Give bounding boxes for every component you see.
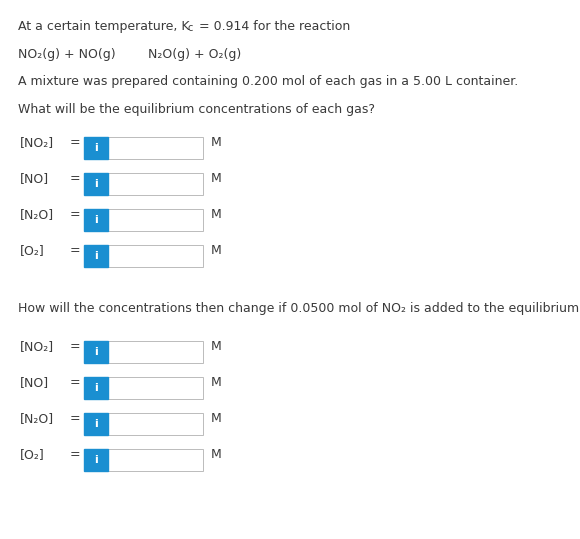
Text: [NO₂]: [NO₂] bbox=[20, 136, 54, 149]
Text: =: = bbox=[70, 244, 81, 257]
Text: =: = bbox=[70, 412, 81, 425]
Text: i: i bbox=[94, 179, 98, 189]
Text: M: M bbox=[211, 136, 222, 149]
Text: M: M bbox=[211, 208, 222, 221]
Text: M: M bbox=[211, 340, 222, 353]
Text: i: i bbox=[94, 215, 98, 225]
Text: [NO₂]: [NO₂] bbox=[20, 340, 54, 353]
FancyBboxPatch shape bbox=[84, 245, 108, 267]
Text: i: i bbox=[94, 251, 98, 261]
Text: M: M bbox=[211, 172, 222, 185]
FancyBboxPatch shape bbox=[84, 449, 108, 471]
FancyBboxPatch shape bbox=[108, 341, 203, 363]
Text: How will the concentrations then change if 0.0500 mol of NO₂ is added to the equ: How will the concentrations then change … bbox=[18, 302, 580, 315]
FancyBboxPatch shape bbox=[84, 209, 108, 231]
FancyBboxPatch shape bbox=[84, 341, 108, 363]
Text: M: M bbox=[211, 244, 222, 257]
Text: What will be the equilibrium concentrations of each gas?: What will be the equilibrium concentrati… bbox=[18, 103, 375, 116]
FancyBboxPatch shape bbox=[84, 413, 108, 435]
Text: N₂O(g) + O₂(g): N₂O(g) + O₂(g) bbox=[148, 48, 241, 61]
Text: =: = bbox=[70, 136, 81, 149]
FancyBboxPatch shape bbox=[84, 173, 108, 195]
Text: [O₂]: [O₂] bbox=[20, 448, 45, 461]
FancyBboxPatch shape bbox=[108, 413, 203, 435]
Text: M: M bbox=[211, 448, 222, 461]
Text: M: M bbox=[211, 376, 222, 389]
Text: [N₂O]: [N₂O] bbox=[20, 412, 54, 425]
Text: =: = bbox=[70, 208, 81, 221]
Text: A mixture was prepared containing 0.200 mol of each gas in a 5.00 L container.: A mixture was prepared containing 0.200 … bbox=[18, 75, 519, 88]
Text: i: i bbox=[94, 419, 98, 429]
Text: [N₂O]: [N₂O] bbox=[20, 208, 54, 221]
FancyBboxPatch shape bbox=[108, 173, 203, 195]
Text: =: = bbox=[70, 340, 81, 353]
Text: At a certain temperature, K: At a certain temperature, K bbox=[18, 20, 190, 33]
Text: =: = bbox=[70, 448, 81, 461]
Text: i: i bbox=[94, 347, 98, 357]
Text: i: i bbox=[94, 383, 98, 393]
FancyBboxPatch shape bbox=[108, 209, 203, 231]
Text: =: = bbox=[70, 172, 81, 185]
FancyBboxPatch shape bbox=[84, 377, 108, 399]
Text: c: c bbox=[188, 23, 193, 33]
FancyBboxPatch shape bbox=[108, 449, 203, 471]
Text: i: i bbox=[94, 455, 98, 465]
Text: [O₂]: [O₂] bbox=[20, 244, 45, 257]
FancyBboxPatch shape bbox=[84, 137, 108, 159]
Text: [NO]: [NO] bbox=[20, 172, 49, 185]
FancyBboxPatch shape bbox=[108, 245, 203, 267]
Text: = 0.914 for the reaction: = 0.914 for the reaction bbox=[195, 20, 350, 33]
FancyBboxPatch shape bbox=[108, 137, 203, 159]
Text: M: M bbox=[211, 412, 222, 425]
Text: NO₂(g) + NO(g): NO₂(g) + NO(g) bbox=[18, 48, 115, 61]
Text: =: = bbox=[70, 376, 81, 389]
Text: i: i bbox=[94, 143, 98, 153]
Text: [NO]: [NO] bbox=[20, 376, 49, 389]
FancyBboxPatch shape bbox=[108, 377, 203, 399]
